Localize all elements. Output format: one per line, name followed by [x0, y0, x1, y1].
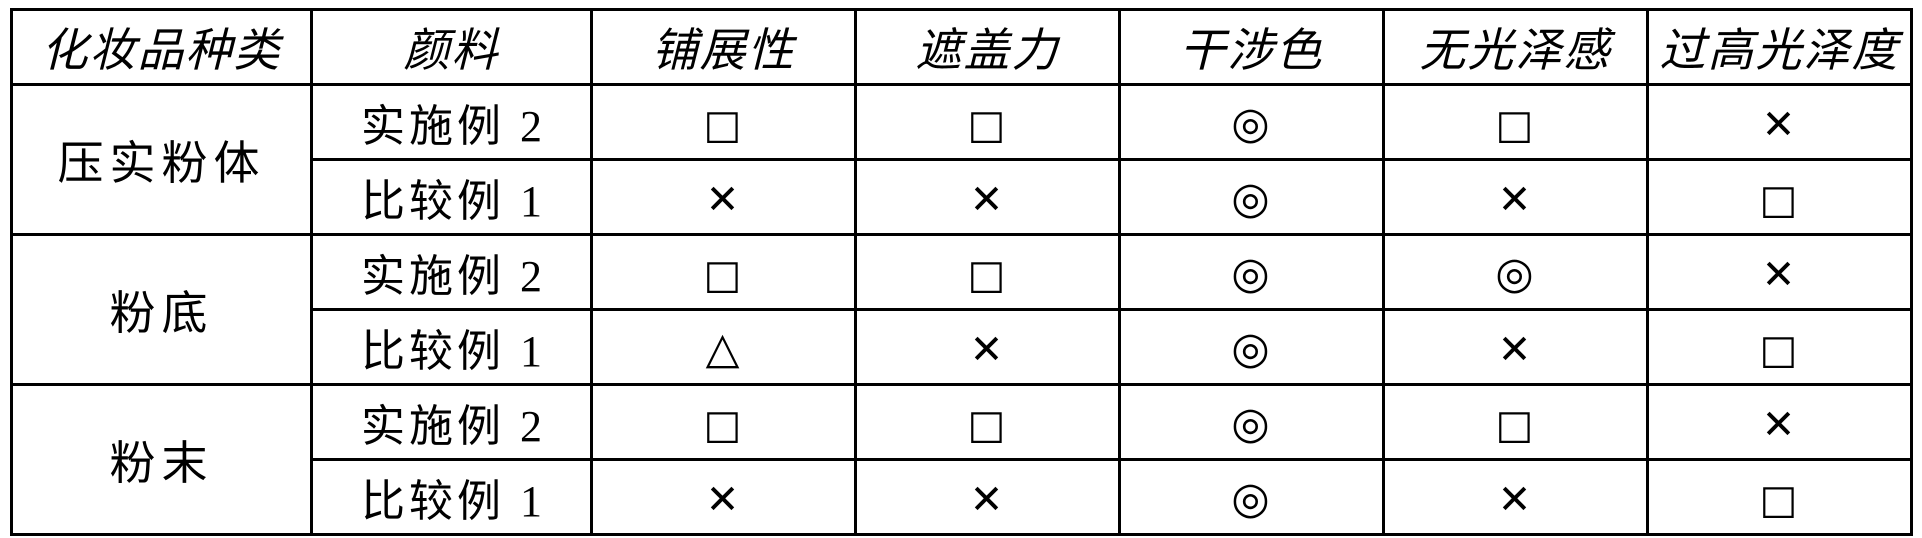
- category-cell: 粉末: [12, 385, 312, 535]
- table-row: 粉底实施例 2□□◎◎✕: [12, 235, 1912, 310]
- double_circle-icon: ◎: [1231, 323, 1271, 374]
- square-icon: □: [704, 102, 744, 148]
- symbol-cell: ◎: [1120, 235, 1384, 310]
- square-icon: □: [704, 402, 744, 448]
- header-cover: 遮盖力: [856, 10, 1120, 85]
- square-icon: □: [968, 252, 1008, 298]
- symbol-cell: ◎: [1384, 235, 1648, 310]
- double_circle-icon: ◎: [1231, 248, 1271, 299]
- symbol-cell: ◎: [1120, 460, 1384, 535]
- symbol-cell: ✕: [1648, 385, 1912, 460]
- pigment-cell: 实施例 2: [312, 235, 592, 310]
- symbol-cell: □: [856, 85, 1120, 160]
- pigment-cell: 实施例 2: [312, 385, 592, 460]
- symbol-cell: ✕: [592, 160, 856, 235]
- symbol-cell: ✕: [856, 160, 1120, 235]
- double_circle-icon: ◎: [1495, 248, 1535, 299]
- symbol-cell: □: [592, 385, 856, 460]
- symbol-cell: ✕: [1384, 160, 1648, 235]
- square-icon: □: [1760, 177, 1800, 223]
- double_circle-icon: ◎: [1231, 173, 1271, 224]
- cross-icon: ✕: [1762, 252, 1798, 298]
- table-row: 压实粉体实施例 2□□◎□✕: [12, 85, 1912, 160]
- symbol-cell: ◎: [1120, 385, 1384, 460]
- header-gloss: 过高光泽度: [1648, 10, 1912, 85]
- pigment-cell: 实施例 2: [312, 85, 592, 160]
- square-icon: □: [1496, 102, 1536, 148]
- symbol-cell: □: [856, 235, 1120, 310]
- square-icon: □: [1760, 477, 1800, 523]
- square-icon: □: [704, 252, 744, 298]
- symbol-cell: △: [592, 310, 856, 385]
- square-icon: □: [968, 402, 1008, 448]
- triangle-icon: △: [706, 323, 742, 374]
- header-spread: 铺展性: [592, 10, 856, 85]
- cross-icon: ✕: [1498, 477, 1534, 523]
- double_circle-icon: ◎: [1231, 398, 1271, 449]
- symbol-cell: ◎: [1120, 85, 1384, 160]
- cross-icon: ✕: [706, 477, 742, 523]
- symbol-cell: ✕: [856, 460, 1120, 535]
- symbol-cell: □: [592, 235, 856, 310]
- pigment-cell: 比较例 1: [312, 310, 592, 385]
- pigment-cell: 比较例 1: [312, 160, 592, 235]
- header-category: 化妆品种类: [12, 10, 312, 85]
- cross-icon: ✕: [706, 177, 742, 223]
- symbol-cell: □: [1384, 385, 1648, 460]
- symbol-cell: □: [1648, 160, 1912, 235]
- table-row: 粉末实施例 2□□◎□✕: [12, 385, 1912, 460]
- cross-icon: ✕: [1762, 402, 1798, 448]
- symbol-cell: ✕: [856, 310, 1120, 385]
- pigment-cell: 比较例 1: [312, 460, 592, 535]
- square-icon: □: [1496, 402, 1536, 448]
- header-pigment: 颜料: [312, 10, 592, 85]
- cross-icon: ✕: [970, 477, 1006, 523]
- symbol-cell: □: [1384, 85, 1648, 160]
- category-cell: 压实粉体: [12, 85, 312, 235]
- cross-icon: ✕: [1762, 102, 1798, 148]
- symbol-cell: □: [1648, 460, 1912, 535]
- symbol-cell: ✕: [592, 460, 856, 535]
- symbol-cell: ✕: [1384, 460, 1648, 535]
- header-row: 化妆品种类 颜料 铺展性 遮盖力 干涉色 无光泽感 过高光泽度: [12, 10, 1912, 85]
- table-body: 压实粉体实施例 2□□◎□✕比较例 1✕✕◎✕□粉底实施例 2□□◎◎✕比较例 …: [12, 85, 1912, 535]
- cross-icon: ✕: [1498, 177, 1534, 223]
- cross-icon: ✕: [1498, 327, 1534, 373]
- cross-icon: ✕: [970, 327, 1006, 373]
- square-icon: □: [968, 102, 1008, 148]
- symbol-cell: ✕: [1648, 235, 1912, 310]
- symbol-cell: ◎: [1120, 160, 1384, 235]
- double_circle-icon: ◎: [1231, 98, 1271, 149]
- symbol-cell: □: [1648, 310, 1912, 385]
- symbol-cell: □: [856, 385, 1120, 460]
- header-interf: 干涉色: [1120, 10, 1384, 85]
- double_circle-icon: ◎: [1231, 473, 1271, 524]
- header-matte: 无光泽感: [1384, 10, 1648, 85]
- cosmetics-table: 化妆品种类 颜料 铺展性 遮盖力 干涉色 无光泽感 过高光泽度 压实粉体实施例 …: [10, 8, 1913, 536]
- category-cell: 粉底: [12, 235, 312, 385]
- square-icon: □: [1760, 327, 1800, 373]
- symbol-cell: ✕: [1648, 85, 1912, 160]
- symbol-cell: □: [592, 85, 856, 160]
- symbol-cell: ◎: [1120, 310, 1384, 385]
- symbol-cell: ✕: [1384, 310, 1648, 385]
- cross-icon: ✕: [970, 177, 1006, 223]
